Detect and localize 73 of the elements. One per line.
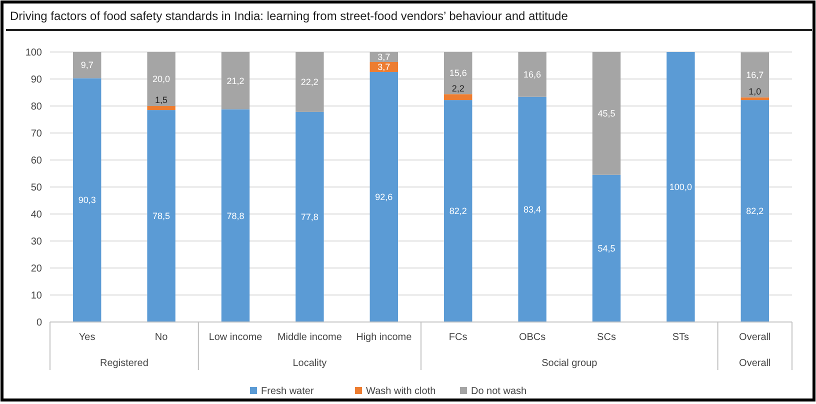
x-tick-label: Yes: [78, 332, 96, 343]
bar: [444, 52, 472, 94]
text: Social group: [542, 358, 598, 369]
bar: [444, 94, 472, 100]
bar: [147, 106, 176, 110]
x-tick-label: SCs: [597, 332, 616, 343]
x-tick-label: High income: [356, 332, 412, 343]
bar: [592, 52, 621, 175]
text: Registered: [100, 358, 148, 369]
x-tick-label: OBCs: [518, 332, 546, 343]
y-tick-label: 80: [30, 102, 42, 112]
bar: [592, 174, 621, 322]
x-tick-label: Middle income: [277, 332, 342, 343]
bar: [147, 110, 176, 322]
bar: [370, 72, 398, 322]
x-tick-label: No: [154, 332, 168, 343]
data-label: 15,6: [449, 68, 467, 78]
y-tick-label: 10: [30, 290, 42, 302]
data-label: 1,5: [155, 95, 168, 106]
x-tick-label: FCs: [448, 332, 468, 343]
data-label: 20,0: [152, 74, 170, 84]
y-tick-label: 70: [30, 128, 42, 140]
data-label: 78,5: [152, 211, 170, 222]
bar: [740, 100, 769, 322]
data-label: 9,7: [80, 60, 94, 70]
y-tick-label: 100: [25, 48, 42, 58]
data-label: 3,7: [378, 52, 390, 62]
data-label: 83,4: [524, 204, 542, 215]
y-tick-label: 50: [30, 182, 42, 194]
y-tick-label: 90: [30, 74, 42, 86]
legend-label: Wash with cloth: [366, 386, 436, 397]
bar: [73, 52, 102, 78]
legend-label: Do not wash: [471, 386, 527, 397]
bar: [296, 52, 324, 112]
y-tick-label: 20: [30, 264, 42, 274]
x-tick-label: Low income: [208, 332, 263, 343]
data-label: 82,2: [449, 206, 467, 216]
bar: [73, 78, 102, 322]
data-label: 16,6: [524, 70, 542, 80]
data-label: 3,7: [378, 62, 390, 72]
bar: [444, 100, 472, 322]
data-label: 1,0: [748, 86, 762, 97]
y-tick-label: 60: [30, 156, 42, 166]
legend-label: Fresh water: [261, 386, 314, 397]
bar: [147, 52, 176, 106]
y-tick-label: 30: [30, 236, 42, 248]
y-tick-label: 0: [36, 318, 42, 328]
bar: [740, 97, 769, 100]
data-label: 82,2: [746, 206, 764, 216]
data-label: 78,8: [226, 210, 244, 221]
bar: [518, 52, 546, 97]
bar: [296, 112, 324, 322]
x-tick-label: STs: [672, 332, 690, 343]
x-tick-label: Overall: [739, 332, 771, 343]
bar: [221, 109, 250, 322]
bar: [740, 52, 769, 98]
chart-title: Driving factors of food safety standards in India: learning from street-food vendors’ behaviour and attitude: [10, 9, 568, 23]
data-label: 21,2: [226, 76, 244, 86]
y-tick-label: 40: [30, 210, 42, 220]
text: Locality: [292, 358, 327, 369]
data-label: 45,5: [598, 108, 616, 119]
data-label: 92,6: [375, 192, 393, 202]
bar: [666, 52, 695, 322]
data-label: 54,5: [598, 244, 616, 254]
data-label: 100,0: [669, 182, 692, 192]
data-label: 77,8: [300, 212, 318, 222]
data-label: 90,3: [78, 195, 96, 206]
data-label: 16,7: [746, 70, 764, 80]
bar: [221, 52, 250, 110]
text: Overall: [739, 358, 771, 369]
data-label: 22,2: [300, 77, 318, 88]
bar: [518, 96, 546, 322]
data-label: 2,2: [452, 83, 464, 94]
